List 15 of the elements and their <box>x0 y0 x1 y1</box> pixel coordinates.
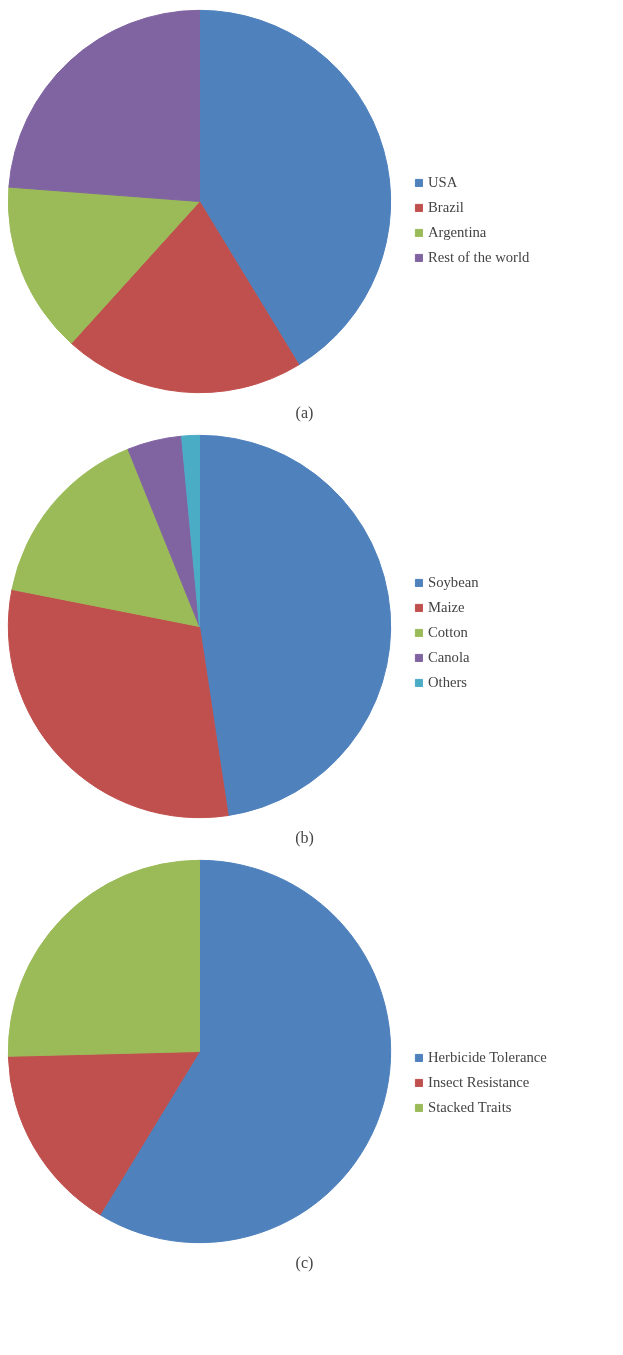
text: (c) <box>295 1253 314 1272</box>
legend-label: Stacked Traits <box>428 1099 512 1116</box>
legend-label: Soybean <box>428 574 479 591</box>
legend-label: Rest of the world <box>428 249 530 266</box>
legend-label: Maize <box>428 599 465 616</box>
legend-label: Others <box>428 674 468 691</box>
legend-label: Canola <box>428 649 470 666</box>
legend-label: Insect Resistance <box>428 1074 530 1091</box>
legend-label: Herbicide Tolerance <box>428 1049 547 1066</box>
legend-label: USA <box>428 174 458 191</box>
text: (b) <box>295 828 314 847</box>
legend-label: Argentina <box>428 224 487 241</box>
legend-label: Brazil <box>428 199 464 216</box>
text: (a) <box>295 403 314 422</box>
legend-label: Cotton <box>428 624 468 641</box>
